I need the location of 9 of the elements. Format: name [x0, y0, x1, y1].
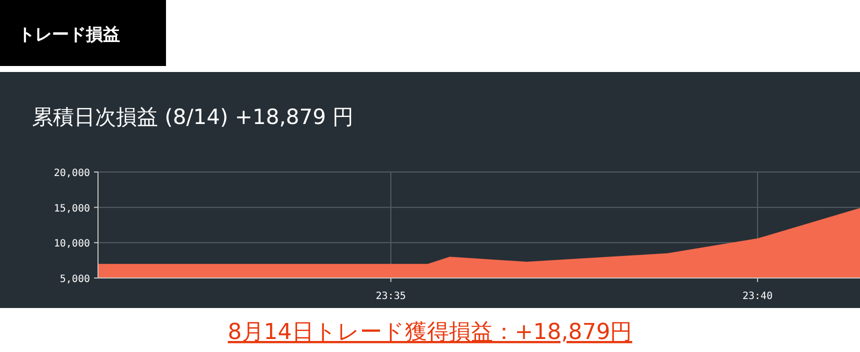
- x-tick-label: 23:35: [376, 291, 406, 302]
- chart-title: 累積日次損益 (8/14) +18,879 円: [32, 105, 354, 129]
- x-tick-label: 23:40: [742, 291, 773, 302]
- text: トレード損益: [18, 25, 120, 45]
- y-tick-label: 20,000: [54, 168, 90, 179]
- y-tick-label: 5,000: [60, 274, 90, 285]
- y-tick-label: 10,000: [54, 238, 90, 250]
- y-tick-label: 15,000: [54, 203, 90, 214]
- text: 8月14日トレード獲得損益：+18,879円: [228, 320, 632, 345]
